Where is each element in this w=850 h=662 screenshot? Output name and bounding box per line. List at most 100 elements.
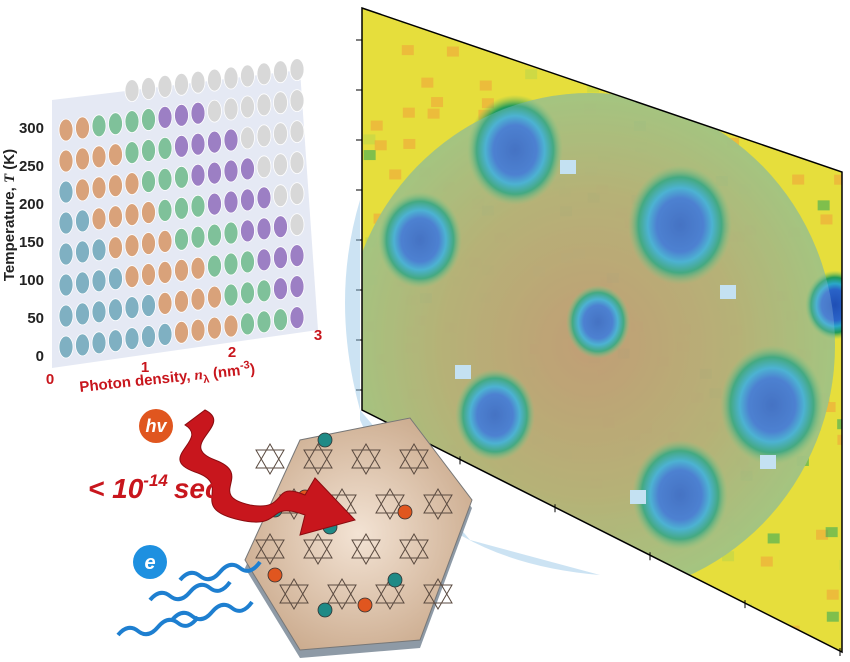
noise-pixel — [573, 49, 586, 60]
noise-pixel — [724, 63, 737, 74]
phase-dot — [240, 281, 255, 305]
white-pixel — [560, 160, 576, 174]
noise-pixel — [760, 556, 773, 567]
wave — [148, 580, 232, 602]
y-tick-label: 200 — [19, 196, 44, 213]
phase-dot — [273, 60, 288, 84]
noise-pixel — [661, 56, 674, 67]
phase-dot — [124, 203, 140, 227]
phase-dot — [58, 335, 74, 359]
phase-dot — [58, 118, 74, 142]
noise-pixel — [528, 645, 541, 652]
phase-dot — [223, 221, 239, 245]
phase-dot — [240, 126, 255, 150]
phase-dot — [207, 130, 222, 154]
phase-dot — [157, 75, 173, 98]
noise-pixel — [816, 529, 829, 540]
noise-pixel — [593, 43, 606, 54]
noise-pixel — [431, 97, 444, 108]
noise-pixel — [834, 174, 842, 185]
noise-pixel — [803, 63, 816, 74]
phase-dot — [240, 219, 255, 243]
phase-dot — [108, 143, 123, 167]
noise-pixel — [829, 117, 842, 128]
blob — [720, 345, 824, 465]
phase-dot — [190, 132, 206, 156]
phase-dot — [75, 240, 90, 264]
phase-dot — [273, 246, 288, 270]
phase-dot — [223, 159, 239, 183]
noise-pixel — [693, 88, 706, 99]
phase-dot — [91, 300, 107, 324]
phase-dot — [207, 68, 222, 92]
phase-dot — [289, 244, 305, 268]
noise-pixel — [555, 543, 568, 554]
phase-dot — [256, 186, 272, 210]
phase-dot — [207, 285, 222, 309]
x-label-exp: -3 — [239, 359, 250, 372]
phase-dot — [58, 149, 74, 173]
noise-pixel — [575, 582, 588, 593]
noise-pixel — [817, 200, 830, 211]
noise-pixel — [839, 559, 842, 570]
noise-pixel — [374, 140, 387, 151]
atom — [317, 602, 333, 618]
x-tick-label: 0 — [46, 371, 54, 388]
star — [303, 533, 333, 565]
star — [255, 443, 285, 475]
x-label-unit: (nm — [208, 362, 241, 382]
photon-arrow — [179, 409, 356, 536]
noise-pixel — [438, 607, 451, 618]
phase-dot — [75, 116, 90, 140]
noise-pixel — [801, 77, 814, 88]
phase-dot — [91, 331, 107, 355]
phase-dot — [157, 106, 173, 129]
phase-dot — [174, 134, 189, 158]
phase-dot — [207, 254, 222, 278]
noise-pixel — [675, 89, 688, 100]
phase-dot — [91, 176, 107, 200]
noise-pixel — [403, 138, 416, 149]
noise-pixel — [809, 22, 822, 33]
x-label-sub: λ — [203, 373, 210, 386]
noise-pixel — [760, 117, 773, 128]
noise-pixel — [826, 611, 839, 622]
phase-dot — [157, 322, 173, 346]
noise-pixel — [401, 45, 414, 56]
phase-dot — [75, 333, 90, 357]
phase-dot — [75, 178, 90, 202]
star — [351, 533, 381, 565]
noise-pixel — [608, 597, 621, 608]
noise-pixel — [534, 50, 547, 61]
photon-label: hv — [145, 416, 167, 436]
phase-dot — [289, 120, 305, 144]
phase-dot — [141, 263, 156, 286]
phase-dot — [174, 103, 189, 127]
phase-dot — [157, 260, 173, 284]
noise-pixel — [473, 488, 486, 499]
phase-dot — [91, 238, 107, 262]
phase-dot — [273, 215, 288, 239]
phase-dot — [273, 153, 288, 177]
phase-dot — [75, 209, 90, 233]
phase-dot — [91, 269, 107, 293]
phase-dot — [75, 147, 90, 171]
phase-dot — [289, 213, 305, 237]
atom — [267, 567, 283, 583]
phase-dot — [223, 128, 239, 152]
y-ticks: 0 50 100 150 200 250 300 — [19, 120, 44, 365]
phase-dot — [289, 275, 305, 299]
white-pixel — [630, 490, 646, 504]
phase-dot — [174, 227, 189, 251]
star — [351, 443, 381, 475]
phase-dot — [256, 93, 272, 117]
noise-pixel — [587, 622, 600, 633]
phase-dot — [58, 242, 74, 266]
noise-pixel — [479, 80, 492, 91]
phase-dot — [174, 320, 189, 344]
noise-pixel — [711, 68, 724, 79]
blob — [455, 369, 535, 461]
atom — [357, 597, 373, 613]
y-axis-label: Temperature, T (K) — [1, 149, 18, 281]
phase-dot — [141, 139, 156, 162]
